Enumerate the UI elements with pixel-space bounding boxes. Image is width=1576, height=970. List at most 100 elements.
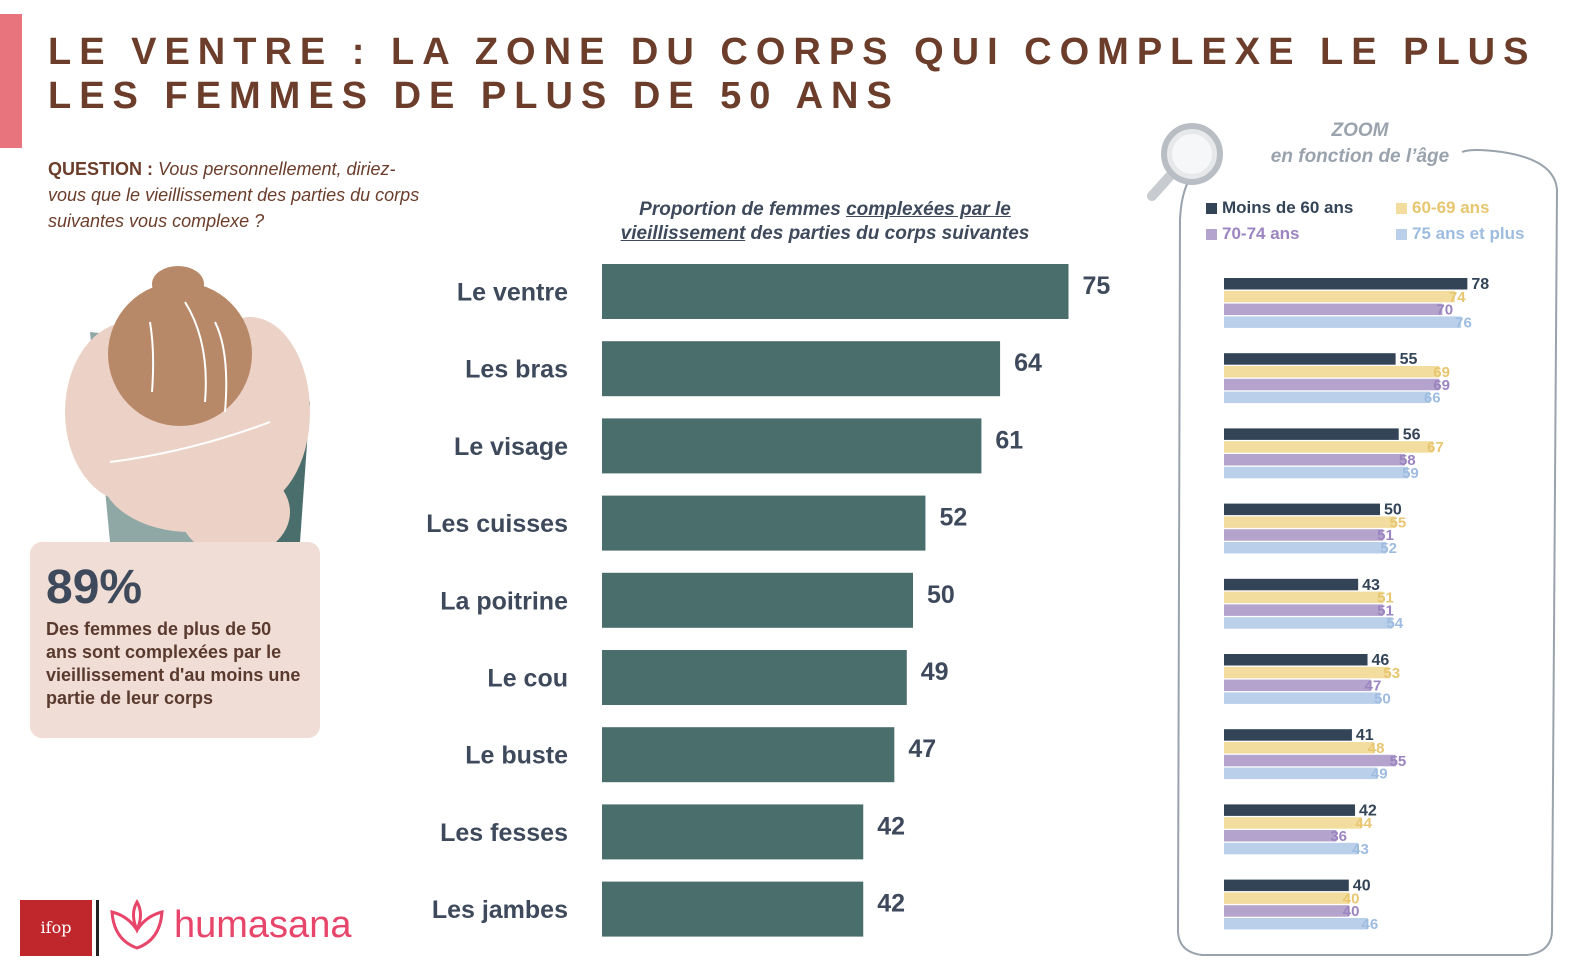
page-title: LE VENTRE : LA ZONE DU CORPS QUI COMPLEX… (48, 30, 1536, 118)
zoom-bar (1224, 754, 1396, 767)
zoom-bar (1224, 391, 1430, 404)
zoom-data-label: 43 (1352, 841, 1369, 858)
zoom-bar (1224, 604, 1384, 616)
zoom-data-label: 41 (1356, 727, 1374, 744)
zoom-bar (1224, 804, 1356, 816)
zoom-bar (1224, 454, 1405, 466)
zoom-data-label: 59 (1402, 465, 1419, 482)
zoom-bar (1224, 542, 1387, 554)
zoom-data-label: 53 (1383, 665, 1400, 682)
zoom-bar (1224, 830, 1337, 842)
legend-label: 75 ans et plus (1412, 224, 1525, 243)
chart-subtitle-part1: Proportion de femmes (639, 199, 847, 220)
zoom-bar (1224, 617, 1393, 629)
question-block: QUESTION : Vous personnellement, diriez-… (48, 156, 428, 234)
main-bar-chart: Le ventre 75 Les bras 64 Le visage 61 Les cuis… (426, 264, 1111, 937)
legend-swatch (1396, 202, 1407, 214)
zoom-data-label: 70 (1436, 302, 1453, 319)
humasana-flower-icon (110, 899, 164, 950)
zoom-data-label: 52 (1380, 540, 1397, 557)
zoom-data-label: 56 (1403, 426, 1421, 443)
bar (602, 727, 895, 783)
zoom-bar (1224, 316, 1462, 328)
category-label: La poitrine (440, 587, 568, 615)
stat-text: Des femmes de plus de 50 ans sont comple… (46, 619, 301, 708)
zoom-data-label: 69 (1433, 364, 1450, 381)
chart-subtitle-underlined1: complexées par le (846, 199, 1011, 220)
zoom-data-label: 76 (1455, 314, 1472, 331)
zoom-bar (1224, 516, 1396, 528)
legend-item: 75 ans et plus (1396, 224, 1524, 244)
zoom-subtitle: en fonction de l’âge (1270, 146, 1450, 167)
data-label: 42 (877, 890, 905, 918)
zoom-bar (1224, 729, 1352, 741)
zoom-bar (1224, 353, 1396, 365)
legend-swatch (1206, 202, 1217, 214)
bar (602, 572, 913, 628)
zoom-bar-chart: 7874707655696966566758595055515243515154… (1224, 276, 1489, 933)
chart-subtitle: Proportion de femmes complexées par le v… (600, 198, 1050, 246)
zoom-data-label: 42 (1359, 802, 1377, 819)
stat-value: 89% (46, 561, 143, 614)
zoom-data-label: 74 (1449, 289, 1466, 306)
zoom-data-label: 69 (1433, 377, 1450, 394)
legend-label: 70-74 ans (1222, 224, 1300, 243)
bar (602, 264, 1069, 319)
title-line-1: LE VENTRE : LA ZONE DU CORPS QUI COMPLEX… (48, 31, 1537, 73)
data-label: 75 (1083, 272, 1111, 300)
zoom-bar (1224, 303, 1443, 316)
zoom-data-label: 51 (1377, 527, 1394, 544)
chart-subtitle-underlined2: vieillissement (620, 223, 746, 244)
zoom-data-label: 51 (1377, 602, 1394, 619)
data-label: 64 (1014, 349, 1042, 377)
zoom-data-label: 46 (1372, 652, 1390, 669)
category-label: Le ventre (457, 279, 568, 307)
category-label: Les bras (465, 356, 568, 384)
zoom-data-label: 67 (1427, 439, 1444, 456)
logos: ifop humasana (20, 890, 380, 960)
category-label: Les fesses (440, 819, 568, 847)
legend-item: 60-69 ans (1396, 198, 1490, 218)
zoom-bar (1224, 892, 1349, 904)
stat-box: 89% Des femmes de plus de 50 ans sont co… (30, 542, 320, 738)
accent-strip (0, 14, 22, 148)
zoom-bar (1224, 529, 1384, 541)
zoom-data-label: 58 (1399, 452, 1416, 469)
legend-label: 60-69 ans (1412, 198, 1490, 217)
zoom-bar (1224, 767, 1377, 780)
data-label: 50 (927, 581, 955, 609)
data-label: 61 (995, 426, 1023, 454)
bar (602, 418, 982, 474)
zoom-data-label: 44 (1355, 815, 1372, 832)
zoom-data-label: 40 (1343, 890, 1360, 907)
zoom-data-label: 54 (1386, 615, 1403, 632)
zoom-bar (1224, 905, 1349, 917)
zoom-data-label: 36 (1330, 828, 1347, 845)
zoom-bar (1224, 503, 1380, 516)
zoom-bar (1224, 378, 1440, 391)
woman-illustration (65, 266, 310, 557)
category-label: Le visage (454, 433, 568, 461)
data-label: 42 (877, 812, 905, 840)
bar (602, 804, 864, 860)
category-label: Les jambes (432, 896, 568, 924)
legend-item: 70-74 ans (1206, 224, 1300, 244)
category-label: Les cuisses (426, 510, 568, 538)
bar (602, 341, 1001, 397)
zoom-data-label: 50 (1384, 502, 1402, 519)
magnifier-icon (1147, 123, 1223, 201)
legend-swatch (1206, 228, 1217, 240)
legend-item: Moins de 60 ans (1206, 198, 1353, 218)
zoom-title-block: ZOOM en fonction de l’âge (1240, 118, 1480, 170)
zoom-data-label: 49 (1371, 766, 1388, 783)
zoom-bar (1224, 591, 1384, 604)
zoom-bar (1224, 428, 1399, 440)
ifop-logo: ifop (20, 900, 92, 956)
zoom-data-label: 40 (1353, 878, 1371, 895)
bar (602, 650, 907, 705)
zoom-data-label: 50 (1374, 690, 1391, 707)
zoom-bar (1224, 742, 1374, 754)
category-label: Le buste (465, 742, 568, 770)
zoom-bar (1224, 278, 1468, 290)
bar (602, 881, 864, 937)
